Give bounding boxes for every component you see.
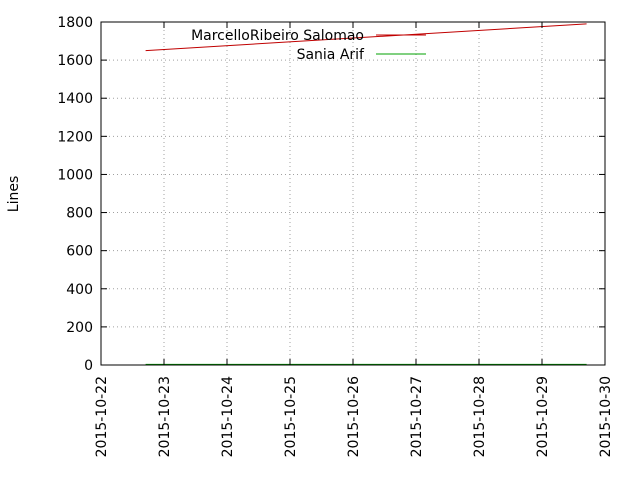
y-tick-label: 1400 xyxy=(57,91,93,107)
x-tick-label: 2015-10-24 xyxy=(220,376,236,457)
legend: MarcelloRibeiro Salomao Sania Arif xyxy=(191,28,426,63)
y-tick-label: 800 xyxy=(66,206,93,222)
x-tick-label: 2015-10-28 xyxy=(472,376,488,457)
x-tick-label: 2015-10-26 xyxy=(346,376,362,457)
y-tick-label: 1800 xyxy=(57,15,93,31)
x-tick-label: 2015-10-23 xyxy=(157,376,173,457)
series-line-1 xyxy=(145,23,587,52)
plot-frame xyxy=(100,21,606,366)
y-tick-label: 200 xyxy=(66,320,93,336)
y-tick-label: 400 xyxy=(66,282,93,298)
series-lines xyxy=(145,23,587,365)
y-tick-label: 600 xyxy=(66,244,93,260)
gridlines xyxy=(101,22,605,365)
x-tick-label: 2015-10-30 xyxy=(598,376,614,457)
y-axis-ticks: 0 200 400 600 800 1000 1200 1400 1600 1800 xyxy=(57,15,605,374)
legend-label: MarcelloRibeiro Salomao xyxy=(191,28,364,44)
y-tick-label: 1600 xyxy=(57,53,93,69)
y-tick-label: 1200 xyxy=(57,129,93,145)
y-tick-label: 1000 xyxy=(57,167,93,183)
x-tick-label: 2015-10-22 xyxy=(94,376,110,457)
x-tick-label: 2015-10-27 xyxy=(409,376,425,457)
x-tick-label: 2015-10-25 xyxy=(283,376,299,457)
x-axis-ticks: 2015-10-22 2015-10-23 2015-10-24 2015-10-25… xyxy=(94,22,614,457)
y-axis-label: Lines xyxy=(6,176,22,212)
legend-label: Sania Arif xyxy=(297,47,365,63)
y-tick-label: 0 xyxy=(84,358,93,374)
x-tick-label: 2015-10-29 xyxy=(535,376,551,457)
